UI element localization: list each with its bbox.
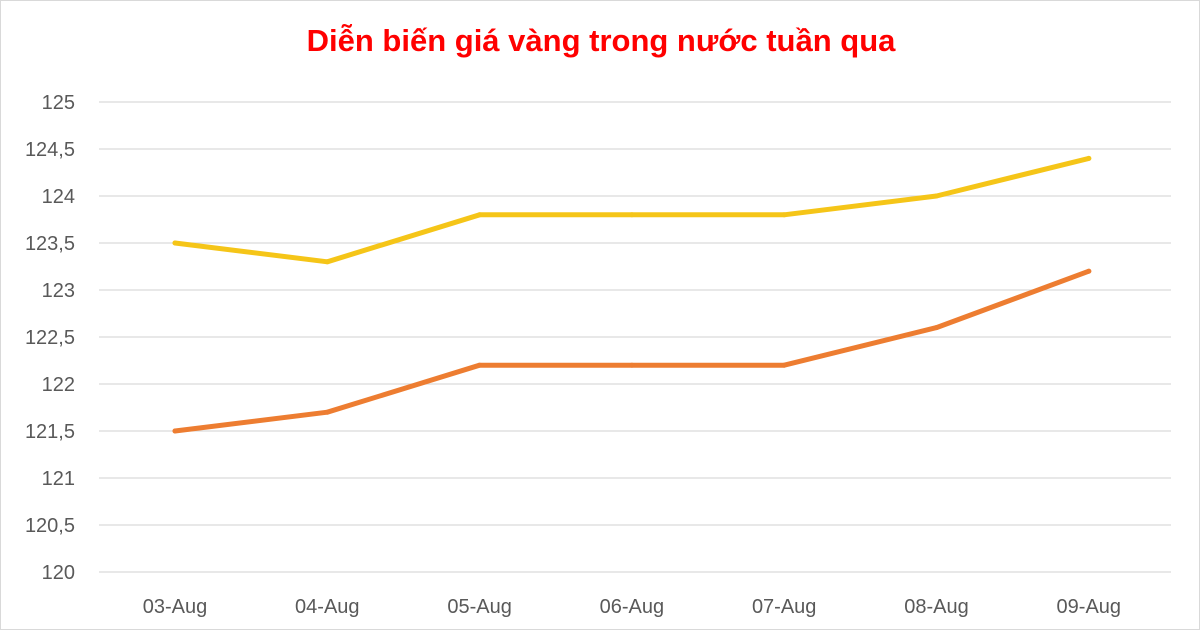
data-point — [629, 362, 635, 368]
series-line-2 — [172, 268, 1092, 434]
x-tick-label: 08-Aug — [904, 596, 969, 618]
x-tick-label: 06-Aug — [600, 596, 665, 618]
x-tick-label: 05-Aug — [447, 596, 512, 618]
y-tick-label: 120 — [42, 562, 75, 584]
y-tick-label: 123,5 — [25, 233, 75, 255]
y-tick-label: 124 — [42, 186, 75, 208]
data-point — [477, 212, 483, 218]
data-point — [1086, 268, 1092, 274]
data-point — [781, 212, 787, 218]
data-point — [477, 362, 483, 368]
x-tick-label: 09-Aug — [1057, 596, 1122, 618]
y-tick-label: 123 — [42, 280, 75, 302]
data-point — [324, 259, 330, 265]
data-point — [1086, 155, 1092, 161]
data-point — [172, 240, 178, 246]
y-tick-label: 121,5 — [25, 421, 75, 443]
data-point — [324, 409, 330, 415]
y-tick-label: 121 — [42, 468, 75, 490]
y-tick-label: 122 — [42, 374, 75, 396]
y-tick-label: 120,5 — [25, 515, 75, 537]
y-tick-label: 122,5 — [25, 327, 75, 349]
y-tick-label: 124,5 — [25, 139, 75, 161]
data-point — [934, 325, 939, 331]
chart-title: Diễn biến giá vàng trong nước tuần qua — [306, 23, 896, 58]
x-tick-label: 07-Aug — [752, 596, 817, 618]
data-point — [781, 362, 787, 368]
y-tick-label: 125 — [42, 92, 75, 114]
x-tick-label: 04-Aug — [295, 596, 360, 618]
x-tick-label: 03-Aug — [143, 596, 208, 618]
data-point — [934, 193, 939, 199]
series-line-1 — [172, 155, 1092, 265]
data-point — [629, 212, 635, 218]
data-point — [172, 428, 178, 434]
